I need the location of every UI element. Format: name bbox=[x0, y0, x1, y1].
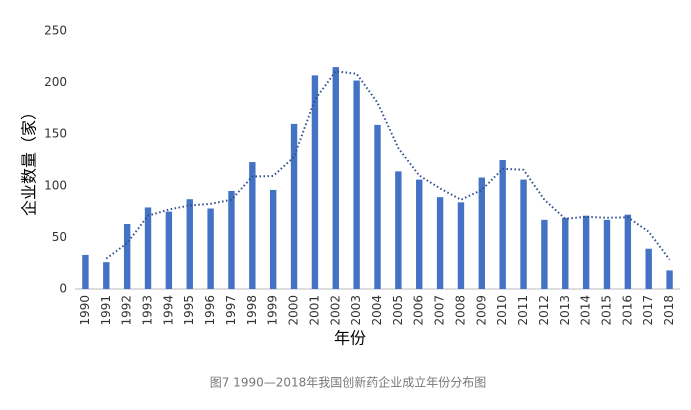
x-tick-label: 2009 bbox=[474, 295, 488, 326]
bar bbox=[332, 67, 339, 290]
bar bbox=[82, 254, 89, 289]
x-tick-label: 2003 bbox=[349, 295, 363, 326]
x-tick-label: 1999 bbox=[266, 295, 280, 326]
y-tick-label: 0 bbox=[59, 282, 67, 296]
y-axis-title: 企业数量（家） bbox=[20, 104, 39, 216]
bar bbox=[290, 123, 298, 289]
x-tick-label: 2010 bbox=[495, 295, 509, 326]
x-tick-label: 2007 bbox=[433, 295, 447, 326]
y-tick-label: 150 bbox=[44, 127, 67, 141]
x-tick-label: 1998 bbox=[245, 295, 259, 326]
x-tick-label: 2005 bbox=[391, 295, 405, 326]
x-tick-label: 2008 bbox=[453, 295, 467, 326]
x-tick-label: 1997 bbox=[224, 295, 238, 326]
x-tick-label: 1992 bbox=[120, 295, 134, 326]
x-tick-label: 1991 bbox=[99, 295, 113, 326]
bar bbox=[624, 214, 632, 289]
bar bbox=[582, 215, 590, 289]
x-tick-label: 2011 bbox=[516, 295, 530, 326]
y-tick-label: 50 bbox=[52, 230, 67, 244]
bar bbox=[165, 211, 173, 289]
bar bbox=[374, 124, 381, 289]
bar bbox=[520, 179, 527, 289]
bar bbox=[603, 219, 611, 289]
x-tick-label: 2006 bbox=[412, 295, 426, 326]
bar bbox=[436, 197, 444, 289]
bar bbox=[123, 223, 131, 289]
bar bbox=[416, 179, 423, 289]
bar bbox=[228, 190, 235, 289]
x-tick-label: 2015 bbox=[599, 295, 613, 326]
bar bbox=[311, 75, 319, 289]
trend-line bbox=[105, 70, 671, 261]
bar bbox=[207, 208, 214, 289]
bar bbox=[457, 202, 465, 289]
bar bbox=[562, 217, 569, 289]
y-tick-label: 250 bbox=[44, 24, 67, 38]
x-tick-label: 2000 bbox=[287, 295, 301, 326]
x-tick-label: 2002 bbox=[328, 295, 342, 326]
x-tick-label: 2013 bbox=[558, 295, 572, 326]
bar bbox=[499, 160, 506, 289]
x-tick-label: 1994 bbox=[161, 295, 175, 326]
bar bbox=[144, 207, 152, 289]
y-tick-label: 100 bbox=[44, 178, 67, 192]
x-tick-label: 2016 bbox=[620, 295, 634, 326]
x-tick-label: 1996 bbox=[203, 295, 217, 326]
bar bbox=[395, 171, 402, 289]
bar bbox=[186, 199, 193, 289]
bar bbox=[666, 270, 673, 289]
x-tick-label: 2004 bbox=[370, 295, 384, 326]
x-tick-label: 2018 bbox=[662, 295, 676, 326]
y-tick-label: 200 bbox=[44, 75, 67, 89]
x-tick-label: 2017 bbox=[641, 295, 655, 326]
bar bbox=[645, 248, 652, 289]
x-tick-label: 1993 bbox=[141, 295, 155, 326]
caption: 图7 1990—2018年我国创新药企业成立年份分布图 bbox=[210, 375, 487, 390]
bar bbox=[353, 80, 360, 289]
x-tick-label: 2001 bbox=[307, 295, 321, 326]
x-tick-label: 1990 bbox=[78, 295, 92, 326]
bar bbox=[478, 177, 486, 289]
bar bbox=[269, 189, 277, 289]
x-tick-label: 2012 bbox=[537, 295, 551, 326]
x-tick-label: 1995 bbox=[182, 295, 196, 326]
bar bbox=[541, 219, 548, 289]
bar bbox=[249, 162, 256, 289]
x-tick-label: 2014 bbox=[579, 295, 593, 326]
x-axis-title: 年份 bbox=[334, 329, 366, 348]
bar bbox=[103, 262, 110, 289]
